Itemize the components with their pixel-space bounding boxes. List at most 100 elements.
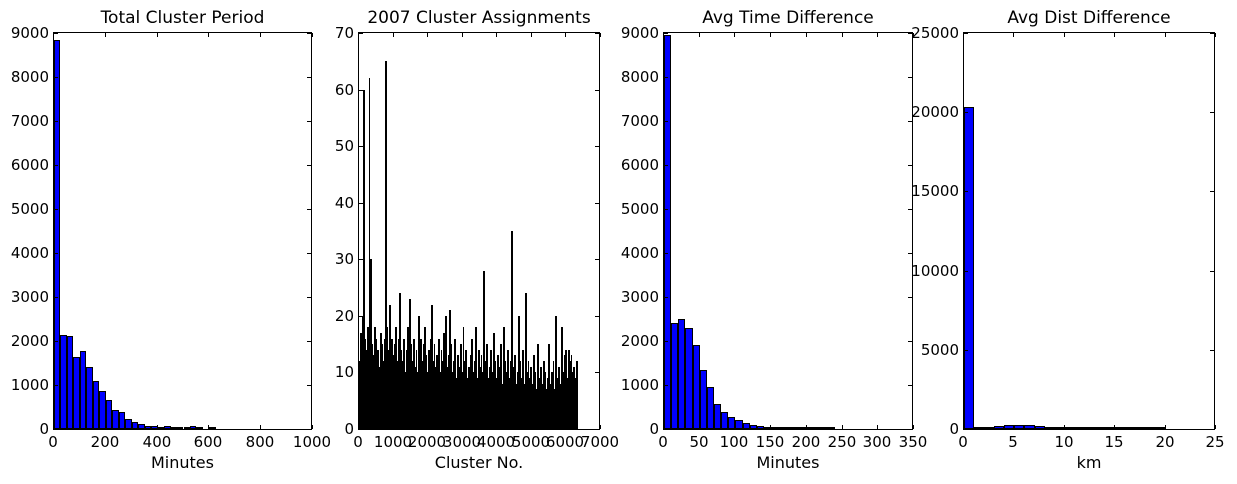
- histogram-bar: [66, 336, 74, 429]
- histogram-bar: [1014, 425, 1025, 429]
- y-tick-mark: [54, 165, 58, 166]
- histogram-bar: [379, 332, 382, 429]
- y-tick-mark: [359, 429, 363, 430]
- histogram-bar: [419, 338, 422, 429]
- y-tick-mark: [359, 33, 363, 34]
- y-tick-mark: [908, 209, 912, 210]
- x-axis-label: km: [1076, 453, 1102, 472]
- histogram-bar: [482, 372, 484, 429]
- y-tick-mark: [595, 259, 599, 260]
- chart-title: Total Cluster Period: [100, 8, 265, 28]
- histogram-bar: [414, 366, 417, 429]
- y-tick-label: 8000: [10, 68, 49, 86]
- x-axis-label: Minutes: [756, 453, 820, 472]
- y-tick-mark: [1210, 112, 1214, 113]
- x-tick-label: 2000: [407, 433, 447, 451]
- y-tick-mark: [664, 121, 668, 122]
- y-tick-mark: [307, 253, 311, 254]
- histogram-bar: [469, 355, 472, 429]
- y-tick-mark: [908, 297, 912, 298]
- y-tick-mark: [54, 297, 58, 298]
- x-tick-mark: [1165, 33, 1166, 37]
- plot-area: [963, 32, 1215, 430]
- histogram-bar: [536, 389, 538, 429]
- histogram-bar: [541, 383, 544, 429]
- histogram-bar: [370, 259, 372, 429]
- y-tick-mark: [54, 429, 58, 430]
- histogram-bar: [728, 416, 736, 429]
- x-tick-label: 600: [193, 433, 223, 451]
- x-tick-label: 100: [719, 433, 749, 451]
- y-tick-label: 40: [334, 194, 354, 212]
- histogram-bar: [500, 344, 502, 429]
- x-tick-mark: [565, 33, 566, 37]
- y-tick-label: 20000: [911, 103, 959, 121]
- y-tick-mark: [54, 341, 58, 342]
- histogram-bar: [501, 383, 504, 429]
- histogram-bar: [429, 338, 432, 429]
- histogram-bar: [538, 378, 541, 429]
- histogram-bar: [392, 355, 394, 429]
- y-tick-mark: [595, 33, 599, 34]
- x-tick-mark: [600, 425, 601, 429]
- histogram-bar: [73, 356, 80, 429]
- y-tick-mark: [908, 165, 912, 166]
- histogram-bar: [170, 427, 178, 429]
- histogram-bar: [459, 344, 462, 429]
- histogram-bar: [468, 366, 471, 429]
- histogram-bar: [749, 425, 757, 429]
- histogram-bar: [105, 399, 113, 429]
- x-axis-label: Cluster No.: [434, 453, 524, 472]
- histogram-bar: [506, 349, 509, 429]
- histogram-bar: [86, 366, 93, 429]
- histogram-bar: [418, 315, 421, 429]
- histogram-bar: [571, 372, 574, 429]
- y-tick-label: 3000: [620, 288, 659, 306]
- x-tick-label: 4000: [476, 433, 516, 451]
- histogram-bar: [534, 372, 537, 429]
- histogram-bar: [984, 427, 995, 429]
- histogram-bar: [466, 378, 469, 429]
- histogram-bar: [806, 427, 814, 429]
- histogram-bar: [421, 361, 423, 429]
- x-tick-mark: [105, 425, 106, 429]
- histogram-bar: [437, 338, 440, 429]
- histogram-bar: [792, 427, 800, 429]
- histogram-bar: [464, 361, 466, 429]
- y-tick-mark: [908, 33, 912, 34]
- histogram-bar: [513, 355, 516, 429]
- x-tick-label: 1000: [292, 433, 332, 451]
- x-tick-mark: [963, 425, 964, 429]
- x-tick-label: 3000: [442, 433, 482, 451]
- histogram-bar: [423, 327, 426, 429]
- histogram-bar: [441, 361, 444, 429]
- y-tick-label: 20: [334, 307, 354, 325]
- histogram-bar: [1095, 427, 1106, 429]
- histogram-bar: [415, 349, 418, 429]
- y-tick-mark: [307, 33, 311, 34]
- histogram-bar: [209, 427, 216, 429]
- histogram-bar: [360, 332, 363, 429]
- histogram-bar: [545, 389, 548, 429]
- histogram-bar: [430, 304, 433, 429]
- histogram-bar: [518, 315, 520, 429]
- y-tick-mark: [595, 316, 599, 317]
- histogram-bar: [54, 39, 61, 429]
- histogram-bar: [400, 349, 403, 429]
- x-tick-mark: [734, 33, 735, 37]
- histogram-bar: [685, 327, 693, 429]
- y-tick-mark: [964, 112, 968, 113]
- histogram-bar: [196, 427, 203, 429]
- histogram-bar: [372, 355, 375, 429]
- y-tick-mark: [1210, 271, 1214, 272]
- histogram-bar: [1125, 427, 1136, 429]
- histogram-bar: [92, 380, 100, 429]
- histogram-bar: [529, 378, 531, 429]
- x-tick-mark: [105, 33, 106, 37]
- y-tick-mark: [54, 77, 58, 78]
- x-tick-mark: [877, 425, 878, 429]
- histogram-bar: [406, 349, 408, 429]
- histogram-bar: [516, 372, 519, 429]
- histogram-bar: [483, 270, 486, 429]
- x-tick-label: 400: [142, 433, 172, 451]
